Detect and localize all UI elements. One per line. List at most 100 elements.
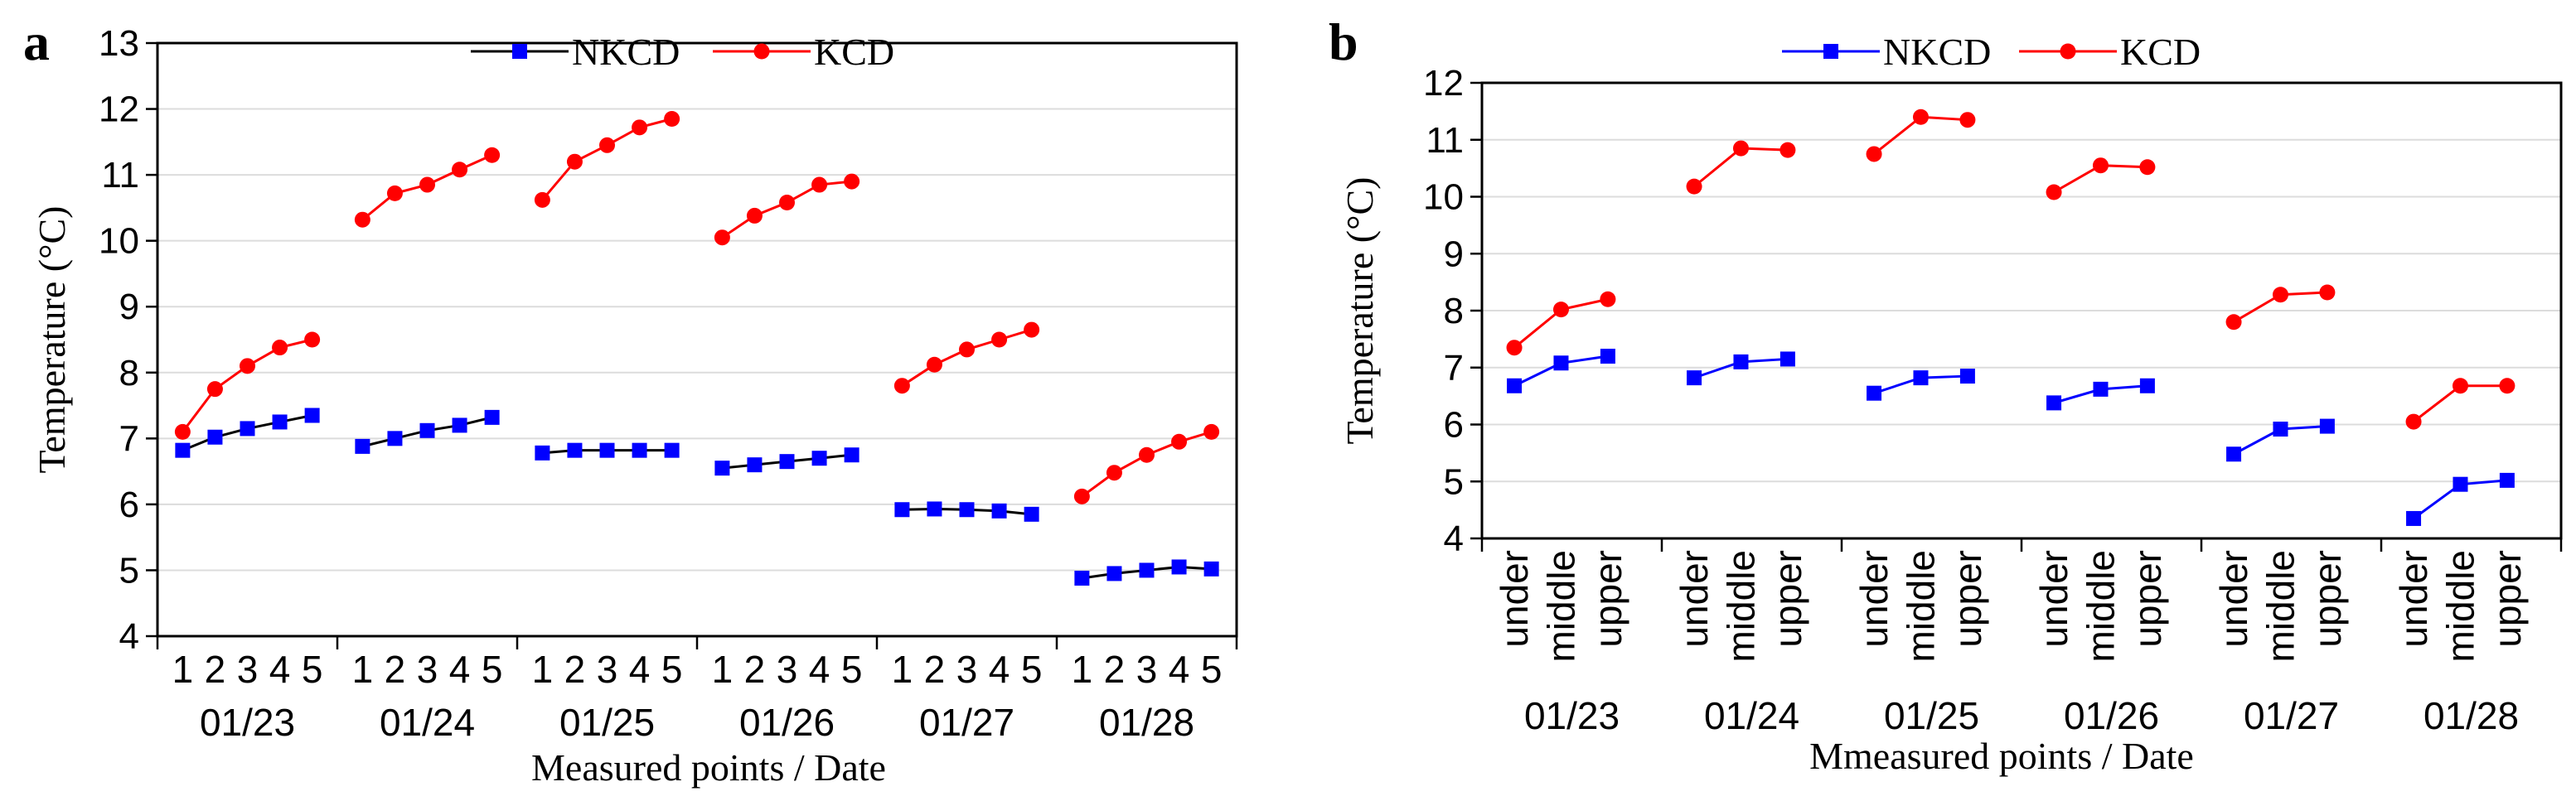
x-point-label: 5 [841, 648, 863, 691]
data-point [2453, 476, 2468, 492]
x-point-label: 4 [269, 648, 291, 691]
x-point-label: 2 [744, 648, 766, 691]
x-group-label: 01/25 [559, 701, 655, 744]
data-point [893, 378, 910, 394]
data-point [959, 341, 975, 358]
x-point-label: 4 [449, 648, 471, 691]
x-point-label: upper [1946, 550, 1989, 648]
data-point [1553, 355, 1569, 371]
data-point [2093, 381, 2109, 397]
x-group-label: 01/23 [1524, 694, 1620, 737]
data-point [1106, 465, 1122, 481]
x-point-label: 2 [385, 648, 406, 691]
x-point-label: middle [1719, 550, 1762, 663]
y-tick-label: 8 [1444, 291, 1464, 331]
data-point [927, 501, 942, 517]
data-point [206, 381, 223, 398]
x-axis-title: Measured points / Date [531, 746, 886, 789]
legend-label: NKCD [1883, 31, 1991, 73]
data-point [1139, 562, 1155, 578]
legend-marker [512, 44, 527, 59]
data-point [779, 195, 795, 211]
y-tick-label: 9 [1444, 234, 1464, 274]
data-point [1203, 561, 1219, 577]
x-point-label: 2 [205, 648, 226, 691]
data-point [452, 417, 467, 433]
data-point [386, 185, 403, 201]
data-point [714, 229, 730, 246]
data-point [991, 503, 1007, 519]
y-tick-label: 11 [1426, 120, 1464, 161]
data-point [632, 442, 647, 458]
x-point-label: 4 [1169, 648, 1190, 691]
data-point [1506, 340, 1523, 356]
x-point-label: 3 [237, 648, 259, 691]
data-point [1139, 446, 1155, 463]
x-point-label: upper [2306, 550, 2349, 648]
x-point-label: 3 [956, 648, 978, 691]
data-point [2046, 395, 2062, 411]
x-point-label: under [1493, 550, 1536, 648]
y-tick-label: 8 [119, 353, 139, 393]
data-point [811, 176, 828, 193]
x-point-label: 1 [172, 648, 194, 691]
data-point [1732, 140, 1749, 157]
data-point [1866, 146, 1882, 162]
x-point-label: upper [1586, 550, 1629, 648]
x-group-label: 01/24 [1704, 694, 1799, 737]
y-tick-label: 7 [1444, 348, 1464, 388]
data-point [484, 147, 501, 163]
x-point-label: 5 [661, 648, 683, 691]
x-point-label: 5 [482, 648, 503, 691]
series-line [1081, 430, 1213, 498]
legend-marker [1823, 44, 1838, 59]
data-point [2225, 314, 2242, 331]
data-point [304, 408, 320, 423]
x-point-label: 2 [924, 648, 946, 691]
data-point [1959, 369, 1975, 384]
data-point [844, 447, 859, 463]
legend: NKCD KCD [471, 31, 894, 73]
data-point [714, 461, 730, 476]
data-point [567, 442, 583, 458]
data-point [2319, 418, 2335, 434]
x-point-label: under [2032, 550, 2075, 648]
x-group-label: 01/23 [200, 701, 295, 744]
data-point [1779, 351, 1795, 367]
series-nkcd [1507, 349, 2515, 526]
data-point [175, 442, 191, 458]
data-point [1959, 112, 1976, 128]
y-axis-title: Temperature (°C) [1339, 177, 1381, 445]
data-point [2499, 378, 2515, 394]
x-point-label: 5 [1021, 648, 1043, 691]
data-point [240, 421, 255, 437]
panel-label: a [23, 12, 50, 71]
data-point [1106, 566, 1122, 581]
data-point [747, 457, 763, 473]
data-point [354, 211, 370, 228]
x-group-label: 01/27 [919, 701, 1014, 744]
x-point-label: under [2392, 550, 2435, 648]
x-point-label: 2 [564, 648, 586, 691]
y-tick-label: 12 [99, 89, 139, 130]
x-point-label: middle [2438, 550, 2482, 663]
y-tick-label: 10 [1423, 177, 1464, 218]
x-point-label: 1 [892, 648, 913, 691]
data-point [1171, 433, 1188, 450]
data-point [2452, 378, 2468, 394]
x-group-label: 01/28 [2423, 694, 2519, 737]
x-point-label: 5 [302, 648, 323, 691]
data-point [1779, 142, 1796, 158]
data-point [419, 422, 435, 438]
y-tick-label: 10 [99, 221, 139, 262]
y-tick-label: 4 [119, 616, 139, 657]
data-point [1073, 488, 1090, 504]
x-point-label: 3 [597, 648, 618, 691]
data-point [419, 176, 435, 193]
series-line [182, 338, 312, 433]
series-kcd [174, 110, 1220, 504]
y-tick-label: 5 [119, 550, 139, 591]
x-group-label: 01/26 [739, 701, 835, 744]
data-point [599, 442, 615, 458]
data-point [599, 137, 615, 153]
